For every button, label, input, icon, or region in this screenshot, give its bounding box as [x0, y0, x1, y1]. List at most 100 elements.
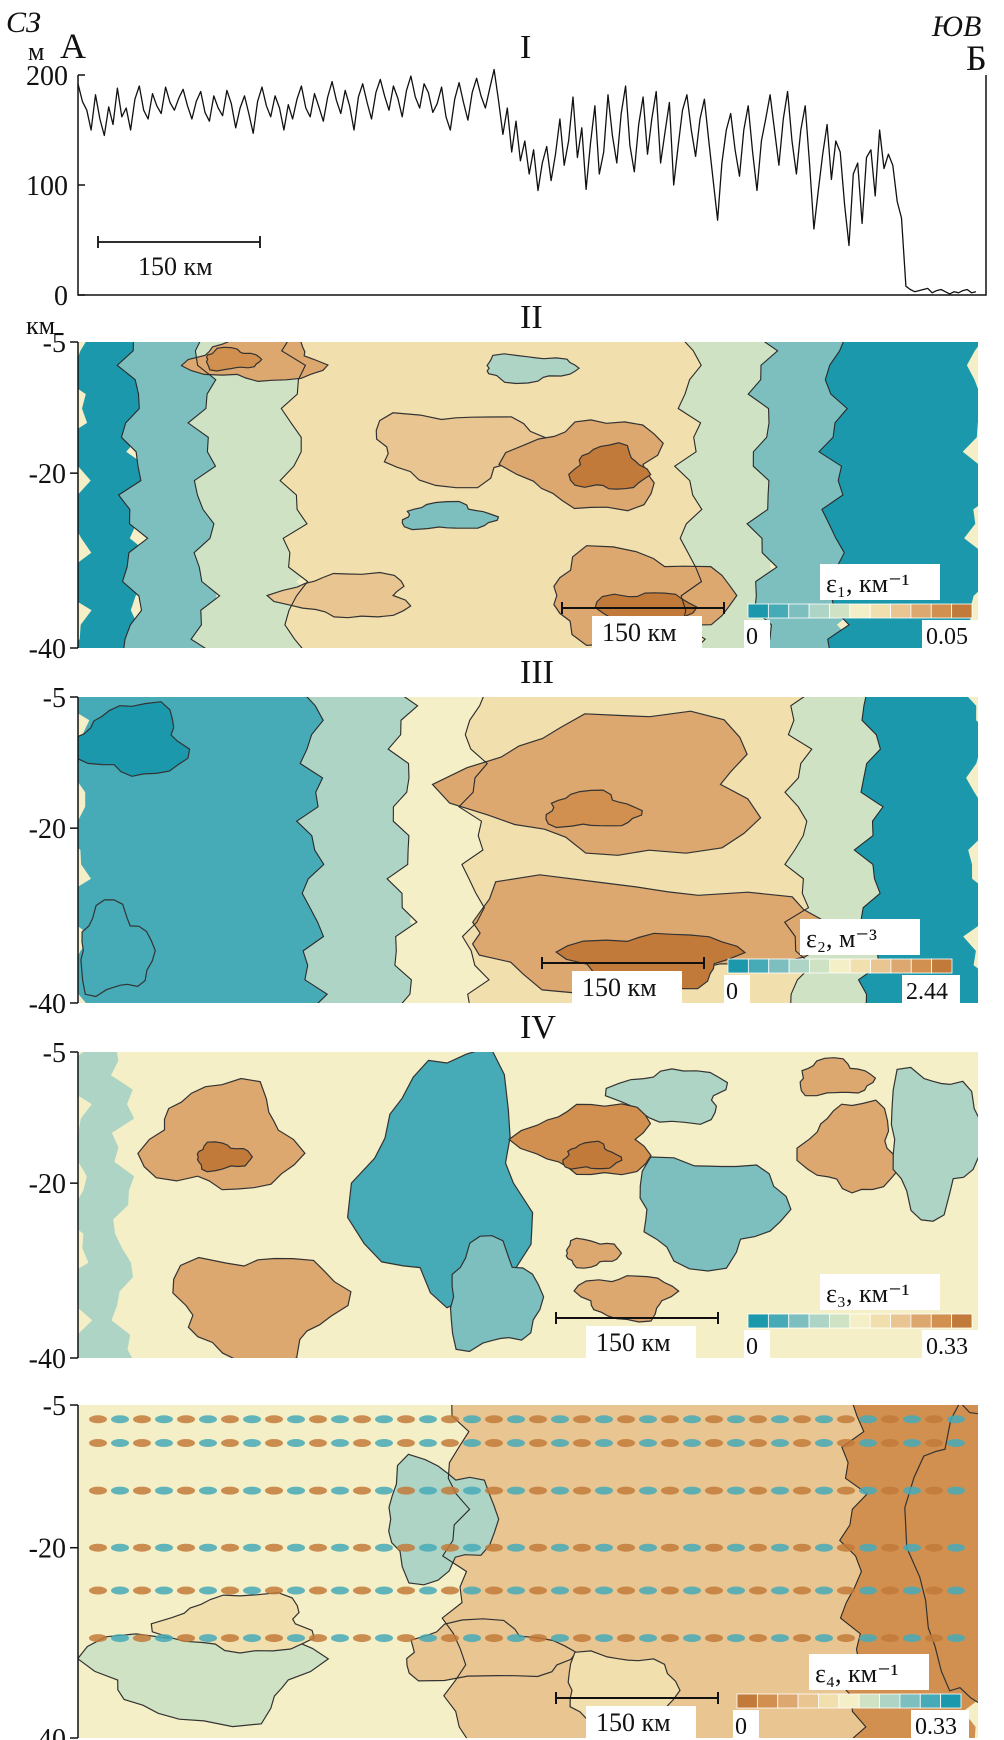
point-label-b: Б — [966, 38, 987, 78]
stripe-dot — [397, 1439, 415, 1448]
stripe-dot — [441, 1486, 459, 1495]
stripe-dot — [859, 1634, 877, 1643]
stripe-dot — [375, 1634, 393, 1643]
stripe-dot — [397, 1543, 415, 1552]
legend-max-label: 0.05 — [926, 624, 968, 650]
stripe-dot — [507, 1415, 525, 1424]
stripe-dot — [903, 1415, 921, 1424]
legend-swatch — [747, 958, 770, 974]
stripe-dot — [837, 1543, 855, 1552]
y-tick-label: -40 — [29, 989, 66, 1020]
stripe-dot — [683, 1634, 701, 1643]
stripe-dot — [89, 1486, 107, 1495]
legend-swatch — [849, 603, 871, 619]
stripe-dot — [463, 1586, 481, 1595]
stripe-dot — [617, 1634, 635, 1643]
stripe-dot — [155, 1486, 173, 1495]
stripe-dot — [485, 1586, 503, 1595]
stripe-dot — [859, 1439, 877, 1448]
legend-swatch — [899, 1693, 921, 1709]
stripe-dot — [309, 1586, 327, 1595]
stripe-dot — [111, 1586, 129, 1595]
stripe-dot — [463, 1439, 481, 1448]
legend-title-bg — [800, 919, 920, 955]
legend-max-bg — [922, 1330, 980, 1358]
stripe-dot — [573, 1439, 591, 1448]
stripe-dot — [133, 1439, 151, 1448]
heatmap-anomaly — [796, 1099, 900, 1194]
contour-line — [116, 342, 149, 648]
stripe-dot — [353, 1486, 371, 1495]
heatmap-anomaly — [137, 1077, 306, 1191]
legend-swatch — [767, 1313, 790, 1329]
scale-bar-label: 150 км — [582, 973, 657, 1002]
legend-swatch — [890, 1313, 912, 1329]
stripe-dot — [133, 1486, 151, 1495]
stripe-dot — [661, 1634, 679, 1643]
legend-title: ε₃, км⁻¹ — [826, 1279, 910, 1308]
legend-swatch — [808, 603, 830, 619]
stripe-dot — [881, 1543, 899, 1552]
panel-i-tick-label: 100 — [26, 171, 68, 202]
heatmap-anomaly — [639, 1156, 792, 1272]
panel-i-frame — [77, 75, 987, 296]
stripe-dot — [705, 1634, 723, 1643]
stripe-dot — [683, 1543, 701, 1552]
stripe-dot — [375, 1415, 393, 1424]
stripe-dot — [859, 1415, 877, 1424]
stripe-dot — [133, 1543, 151, 1552]
stripe-dot — [485, 1543, 503, 1552]
stripe-dot — [837, 1486, 855, 1495]
stripe-dot — [947, 1543, 965, 1552]
legend-swatch — [870, 958, 892, 974]
stripe-dot — [727, 1586, 745, 1595]
stripe-dot — [375, 1543, 393, 1552]
legend-min-label: 0 — [746, 624, 758, 650]
stripe-dot — [89, 1439, 107, 1448]
stripe-dot — [947, 1415, 965, 1424]
legend-min-label: 0 — [735, 1714, 747, 1740]
stripe-dot — [419, 1543, 437, 1552]
stripe-dot — [815, 1415, 833, 1424]
stripe-dot — [287, 1586, 305, 1595]
stripe-dot — [133, 1586, 151, 1595]
stripe-dot — [463, 1486, 481, 1495]
stripe-dot — [661, 1543, 679, 1552]
stripe-dot — [705, 1586, 723, 1595]
legend-swatch — [788, 958, 810, 974]
stripe-dot — [331, 1439, 349, 1448]
stripe-dot — [419, 1439, 437, 1448]
legend-swatch — [829, 958, 851, 974]
heatmap-anomaly — [401, 500, 500, 531]
stripe-dot — [573, 1586, 591, 1595]
stripe-dot — [155, 1415, 173, 1424]
legend-swatch — [747, 603, 769, 619]
heatmap-anomaly — [80, 899, 156, 998]
legend-title: ε₄, км⁻¹ — [815, 1659, 899, 1688]
stripe-dot — [199, 1439, 217, 1448]
heatmap-anomaly — [486, 353, 581, 385]
legend-swatch — [919, 1693, 942, 1709]
stripe-dot — [155, 1439, 173, 1448]
stripe-dot — [925, 1586, 943, 1595]
panel-4: -5 -20 -40 IV 150 км ε₃, км⁻¹ 0 0.33 — [29, 1009, 980, 1375]
y-tick-label: -5 — [43, 328, 66, 359]
legend-swatch — [788, 1313, 810, 1329]
stripe-dot — [749, 1634, 767, 1643]
stripe-dot — [133, 1634, 151, 1643]
corner-label-se: ЮВ — [931, 10, 981, 43]
stripe-dot — [617, 1486, 635, 1495]
heatmap-band — [296, 697, 432, 1003]
heatmap-anomaly — [172, 1256, 352, 1358]
stripe-dot — [441, 1543, 459, 1552]
legend-swatch — [809, 958, 831, 974]
legend-title: ε₂, м⁻³ — [806, 924, 877, 953]
stripe-dot — [573, 1634, 591, 1643]
stripe-dot — [397, 1415, 415, 1424]
stripe-dot — [507, 1439, 525, 1448]
stripe-dot — [111, 1486, 129, 1495]
stripe-dot — [551, 1486, 569, 1495]
stripe-dot — [771, 1439, 789, 1448]
stripe-dot — [507, 1634, 525, 1643]
stripe-dot — [749, 1586, 767, 1595]
